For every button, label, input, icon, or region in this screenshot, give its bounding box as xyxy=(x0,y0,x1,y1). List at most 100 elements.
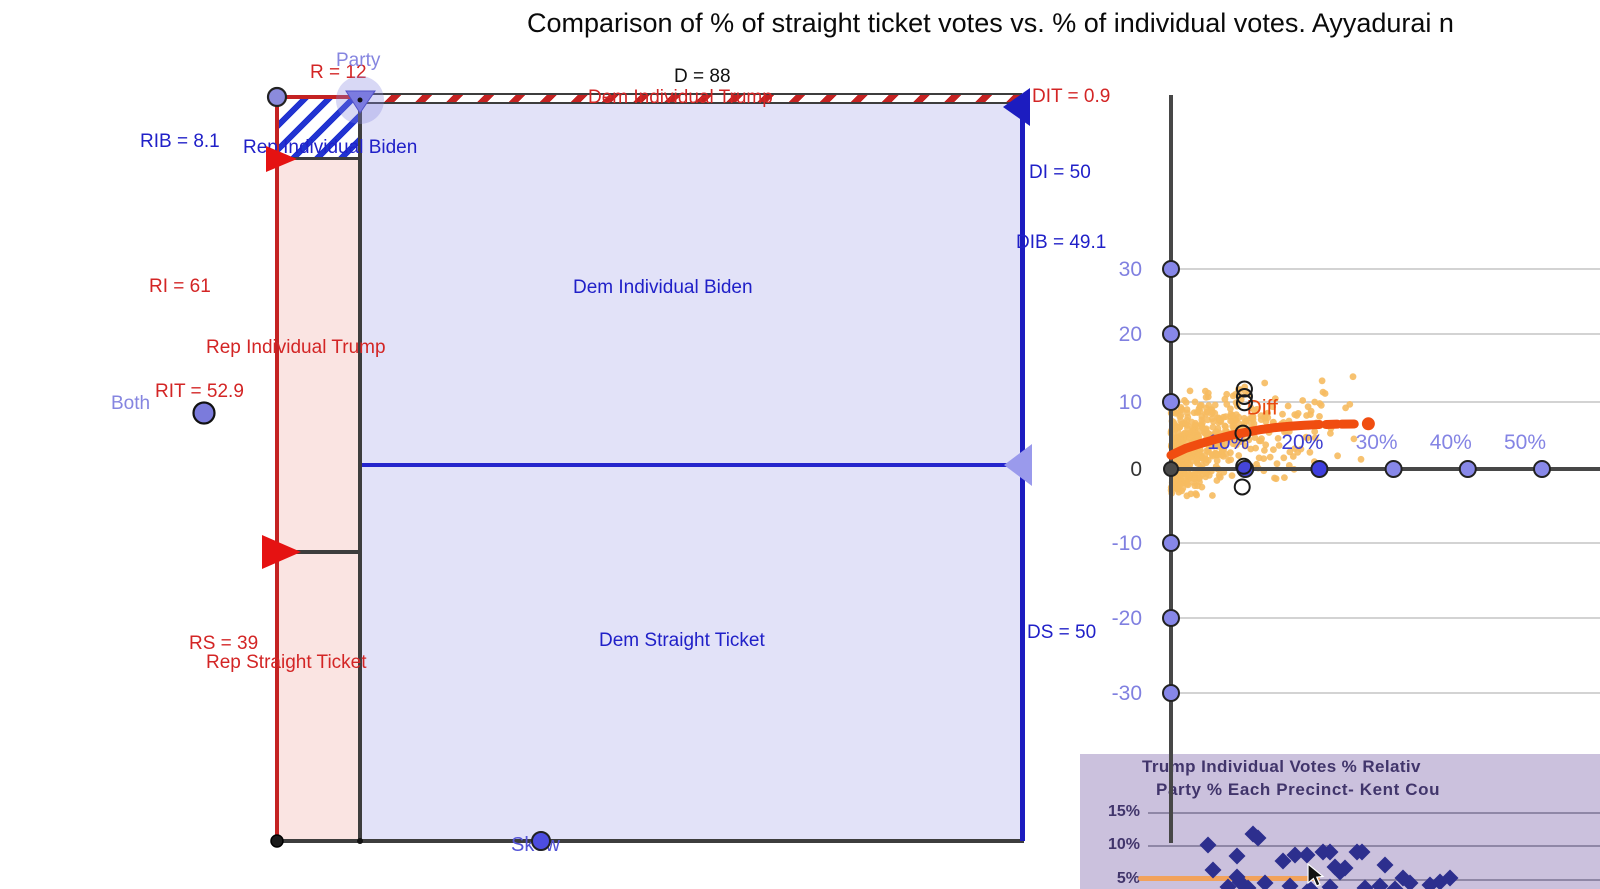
cloud-point xyxy=(1232,391,1239,398)
cloud-point xyxy=(1213,451,1221,459)
cloud-point xyxy=(1193,434,1201,442)
cloud-point xyxy=(1167,461,1175,469)
region-label-rep-straight-ticket: Rep Straight Ticket xyxy=(206,652,367,673)
cloud-point xyxy=(1281,474,1288,481)
cloud-point xyxy=(1176,451,1184,458)
cloud-point xyxy=(1242,417,1250,425)
y-tick-label--20: -20 xyxy=(1112,607,1142,630)
reference-image: Trump Individual Votes % Relativ Party %… xyxy=(1080,754,1600,889)
cloud-point xyxy=(1196,402,1204,409)
cloud-point xyxy=(1186,472,1193,480)
y-tick-20[interactable] xyxy=(1162,325,1180,343)
cloud-point xyxy=(1271,395,1279,402)
cloud-point xyxy=(1208,434,1216,441)
cloud-point xyxy=(1192,443,1200,450)
cloud-point xyxy=(1175,471,1183,479)
highlighted-point[interactable] xyxy=(1234,424,1252,442)
cloud-point xyxy=(1178,436,1185,444)
r-value-label: R = 12 xyxy=(310,62,367,83)
cloud-point xyxy=(1183,480,1191,488)
cloud-point xyxy=(1246,415,1254,422)
cloud-point xyxy=(1171,473,1179,480)
party-divider-line[interactable] xyxy=(358,95,362,841)
highlighted-point[interactable] xyxy=(1235,457,1253,475)
cloud-point xyxy=(1193,409,1201,416)
x-tick-10%[interactable] xyxy=(1236,460,1255,478)
cloud-point xyxy=(1189,426,1197,434)
y-tick--20[interactable] xyxy=(1162,609,1180,627)
cloud-point xyxy=(1213,477,1221,484)
y-tick--10[interactable] xyxy=(1162,534,1180,552)
both-slider-label: Both xyxy=(111,393,151,414)
cloud-point xyxy=(1171,421,1179,429)
cloud-point xyxy=(1236,438,1244,445)
cloud-point xyxy=(1290,466,1298,473)
dit-value-label: DIT = 0.9 xyxy=(1032,86,1111,107)
cloud-point xyxy=(1176,449,1184,456)
dem-split-line[interactable] xyxy=(362,463,1020,467)
inset-data-diamond xyxy=(1301,880,1319,889)
cloud-point xyxy=(1229,417,1237,425)
cloud-point xyxy=(1189,471,1197,479)
cloud-point xyxy=(1212,436,1220,444)
x-tick-20%[interactable] xyxy=(1310,460,1329,478)
cloud-point xyxy=(1214,443,1222,450)
cloud-point xyxy=(1243,470,1250,478)
cloud-point xyxy=(1261,379,1269,387)
cloud-point xyxy=(1180,430,1188,438)
cloud-point xyxy=(1188,418,1195,426)
cloud-point xyxy=(1177,411,1185,419)
cloud-point xyxy=(1171,446,1179,454)
cloud-point xyxy=(1170,473,1178,480)
highlighted-point[interactable] xyxy=(1235,380,1253,398)
cloud-point xyxy=(1193,470,1201,478)
cloud-point xyxy=(1194,482,1201,490)
x-tick-50%[interactable] xyxy=(1533,460,1551,478)
cloud-point xyxy=(1206,443,1213,450)
cloud-point xyxy=(1184,475,1192,483)
x-tick-label-40%: 40% xyxy=(1430,431,1472,454)
cloud-point xyxy=(1357,455,1365,463)
cloud-point xyxy=(1175,436,1183,444)
cloud-point xyxy=(1202,436,1210,444)
cloud-point xyxy=(1316,413,1323,420)
cloud-point xyxy=(1169,448,1177,455)
highlighted-point[interactable] xyxy=(1235,394,1253,412)
highlighted-point[interactable] xyxy=(1235,388,1253,406)
cloud-point xyxy=(1206,440,1214,448)
cloud-point xyxy=(1168,489,1176,497)
cloud-point xyxy=(1190,409,1198,417)
cloud-point xyxy=(1350,435,1358,443)
cloud-point xyxy=(1170,434,1177,442)
cloud-point xyxy=(1176,432,1184,440)
cloud-point xyxy=(1293,412,1301,419)
cloud-point xyxy=(1170,464,1178,471)
cloud-point xyxy=(1202,425,1210,433)
trend-annotation-Diff: Diff xyxy=(1247,396,1278,419)
cloud-point xyxy=(1181,461,1188,469)
cloud-point xyxy=(1180,479,1188,487)
x-tick-40%[interactable] xyxy=(1458,460,1477,478)
cloud-point xyxy=(1311,428,1319,435)
cloud-point xyxy=(1167,409,1175,417)
x-tick-30%[interactable] xyxy=(1384,460,1403,478)
inset-gridline-5% xyxy=(1148,879,1600,881)
highlighted-point[interactable] xyxy=(1233,478,1251,496)
cloud-point xyxy=(1185,475,1193,482)
y-tick--30[interactable] xyxy=(1162,684,1180,702)
cloud-point xyxy=(1291,411,1299,418)
cloud-point xyxy=(1178,439,1186,446)
cloud-point xyxy=(1191,441,1199,449)
cloud-point xyxy=(1193,491,1200,499)
cloud-point xyxy=(1170,456,1178,463)
y-tick-30[interactable] xyxy=(1162,260,1180,278)
cloud-point xyxy=(1237,396,1245,403)
cloud-point xyxy=(1181,429,1189,437)
cloud-point xyxy=(1202,426,1210,434)
y-tick-10[interactable] xyxy=(1162,393,1180,411)
cloud-point xyxy=(1172,448,1180,455)
both-slider-handle[interactable] xyxy=(192,401,216,425)
cloud-point xyxy=(1202,387,1209,395)
cloud-point xyxy=(1303,412,1310,419)
